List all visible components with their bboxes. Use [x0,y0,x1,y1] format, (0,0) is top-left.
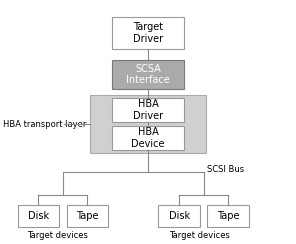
Text: HBA transport layer: HBA transport layer [3,120,86,129]
FancyBboxPatch shape [112,98,184,122]
Text: Disk: Disk [168,211,190,221]
FancyBboxPatch shape [112,17,184,49]
FancyBboxPatch shape [18,205,59,227]
Text: Target devices: Target devices [27,231,88,240]
FancyBboxPatch shape [67,205,108,227]
Text: SCSA
Interface: SCSA Interface [126,64,170,85]
FancyBboxPatch shape [90,95,206,152]
FancyBboxPatch shape [158,205,200,227]
Text: HBA
Driver: HBA Driver [133,99,163,121]
Text: Target
Driver: Target Driver [133,22,163,44]
FancyBboxPatch shape [112,126,184,150]
Text: HBA
Device: HBA Device [131,127,165,149]
Text: Tape: Tape [217,211,239,221]
FancyBboxPatch shape [112,60,184,89]
Text: Disk: Disk [28,211,49,221]
Text: Tape: Tape [76,211,99,221]
Text: SCSI Bus: SCSI Bus [207,165,244,174]
FancyBboxPatch shape [207,205,249,227]
Text: Target devices: Target devices [169,231,230,240]
